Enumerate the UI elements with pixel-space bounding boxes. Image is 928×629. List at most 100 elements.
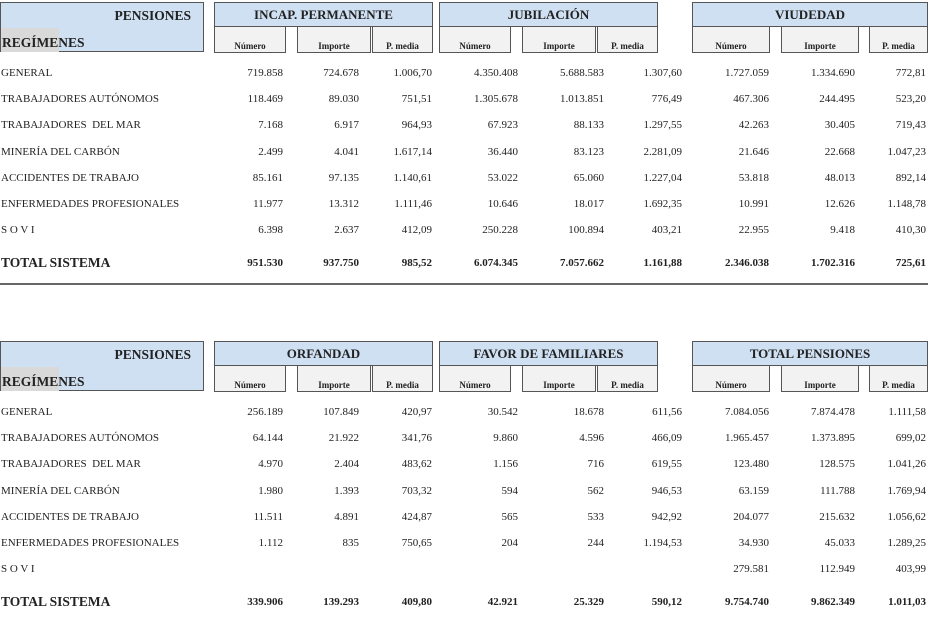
cell-value: 1.727.059 [725, 67, 769, 79]
cell-value: 204 [501, 537, 519, 549]
column-group-header: JUBILACIÓN Número Importe P. media [439, 2, 658, 53]
table-row: MINERÍA DEL CARBÓN 2.499 4.041 1.617,14 36.4… [0, 139, 928, 165]
cell-value: 6.917 [334, 119, 359, 131]
cell-value: 410,30 [895, 224, 926, 236]
cell-value: 716 [587, 458, 605, 470]
cell-value: 10.991 [738, 198, 769, 210]
cell-value: 13.312 [328, 198, 359, 210]
cell-value: 4.891 [334, 511, 359, 523]
cell-value: 699,02 [895, 432, 926, 444]
cell-value: 985,52 [401, 257, 432, 269]
cell-value: 1.692,35 [643, 198, 683, 210]
cell-value: 937.750 [323, 257, 359, 269]
cell-value: 89.030 [328, 93, 359, 105]
table-row: ENFERMEDADES PROFESIONALES 11.977 13.312 1.… [0, 191, 928, 217]
cell-value: 244.495 [819, 93, 855, 105]
cell-value: 719.858 [247, 67, 283, 79]
cell-value: 53.022 [487, 172, 518, 184]
column-group-header: INCAP. PERMANENTE Número Importe P. media [214, 2, 433, 53]
cell-value: 83.123 [573, 146, 604, 158]
cell-value: 1.111,58 [888, 406, 926, 418]
cell-value: 88.133 [573, 119, 604, 131]
cell-value: 725,61 [895, 257, 926, 269]
cell-value: 18.678 [573, 406, 604, 418]
table-row: ENFERMEDADES PROFESIONALES 1.112 835 750,65… [0, 530, 928, 556]
cell-value: 21.922 [328, 432, 359, 444]
table-row: ACCIDENTES DE TRABAJO 85.161 97.135 1.140,6… [0, 165, 928, 191]
cell-value: 6.074.345 [474, 257, 518, 269]
cell-value: 1.980 [258, 485, 283, 497]
cell-value: 1.148,78 [887, 198, 927, 210]
cell-value: 2.499 [258, 146, 283, 158]
cell-value: 204.077 [733, 511, 769, 523]
pension-table-1: PENSIONES REGÍMENES INCAP. PERMANENTE Númer… [0, 0, 928, 290]
cell-value: 1.617,14 [393, 146, 433, 158]
column-group-title: INCAP. PERMANENTE [214, 2, 433, 27]
column-group-header: ORFANDAD Número Importe P. media [214, 341, 433, 392]
cell-value: 1.112 [258, 537, 283, 549]
pensiones-label: PENSIONES [114, 8, 191, 23]
regimenes-highlight [1, 28, 59, 52]
cell-value: 21.646 [738, 146, 769, 158]
cell-value: 1.227,04 [643, 172, 683, 184]
cell-value: 467.306 [733, 93, 769, 105]
cell-value: 1.334.690 [811, 67, 855, 79]
column-subheader: Número [214, 27, 286, 53]
cell-value: 45.033 [824, 537, 855, 549]
cell-value: 42.263 [738, 119, 769, 131]
cell-value: 7.168 [258, 119, 283, 131]
column-subheader: P. media [597, 27, 658, 53]
cell-value: 2.404 [334, 458, 359, 470]
cell-value: 951.530 [247, 257, 283, 269]
cell-value: 1.194,53 [643, 537, 683, 549]
table-row: GENERAL 256.189 107.849 420,97 30.542 18.678 6… [0, 399, 928, 425]
cell-value: 12.626 [824, 198, 855, 210]
cell-value: 772,81 [895, 67, 926, 79]
cell-value: 48.013 [824, 172, 855, 184]
cell-value: 67.923 [487, 119, 518, 131]
column-group-header: VIUDEDAD Número Importe P. media [692, 2, 928, 53]
cell-value: 36.440 [487, 146, 518, 158]
column-group-header: FAVOR DE FAMILIARES Número Importe P. media [439, 341, 658, 392]
cell-value: 533 [587, 511, 605, 523]
table-row: ACCIDENTES DE TRABAJO 11.511 4.891 424,87 56… [0, 504, 928, 530]
cell-value: 11.511 [253, 511, 283, 523]
cell-value: 10.646 [487, 198, 518, 210]
cell-value: 1.965.457 [725, 432, 769, 444]
row-label: TRABAJADORES DEL MAR [1, 458, 141, 470]
cell-value: 22.955 [738, 224, 769, 236]
cell-value: 6.398 [258, 224, 283, 236]
column-subheader: Importe [297, 27, 371, 53]
table-row: TRABAJADORES AUTÓNOMOS 64.144 21.922 341,76… [0, 425, 928, 451]
cell-value: 1.111,46 [394, 198, 432, 210]
cell-value: 1.161,88 [643, 257, 683, 269]
cell-value: 751,51 [401, 93, 432, 105]
cell-value: 4.596 [579, 432, 604, 444]
cell-value: 835 [342, 537, 360, 549]
row-label: ACCIDENTES DE TRABAJO [1, 511, 139, 523]
column-group-title: JUBILACIÓN [439, 2, 658, 27]
row-label: GENERAL [1, 67, 53, 79]
cell-value: 9.860 [493, 432, 518, 444]
cell-value: 34.930 [738, 537, 769, 549]
column-subheader: Importe [297, 366, 371, 392]
cell-value: 1.769,94 [887, 485, 927, 497]
cell-value: 53.818 [738, 172, 769, 184]
cell-value: 4.970 [258, 458, 283, 470]
cell-value: 63.159 [738, 485, 769, 497]
table-row: MINERÍA DEL CARBÓN 1.980 1.393 703,32 594 562… [0, 478, 928, 504]
cell-value: 9.754.740 [725, 596, 769, 608]
row-label: MINERÍA DEL CARBÓN [1, 485, 120, 497]
cell-value: 594 [501, 485, 519, 497]
table-row: TRABAJADORES DEL MAR 4.970 2.404 483,62 1.15… [0, 451, 928, 477]
cell-value: 1.140,61 [393, 172, 433, 184]
cell-value: 30.542 [487, 406, 518, 418]
cell-value: 85.161 [252, 172, 283, 184]
cell-value: 279.581 [733, 563, 769, 575]
cell-value: 590,12 [651, 596, 682, 608]
cell-value: 42.921 [487, 596, 518, 608]
row-label: ACCIDENTES DE TRABAJO [1, 172, 139, 184]
cell-value: 703,32 [401, 485, 432, 497]
cell-value: 1.156 [493, 458, 518, 470]
row-label: S O V I [1, 563, 35, 575]
